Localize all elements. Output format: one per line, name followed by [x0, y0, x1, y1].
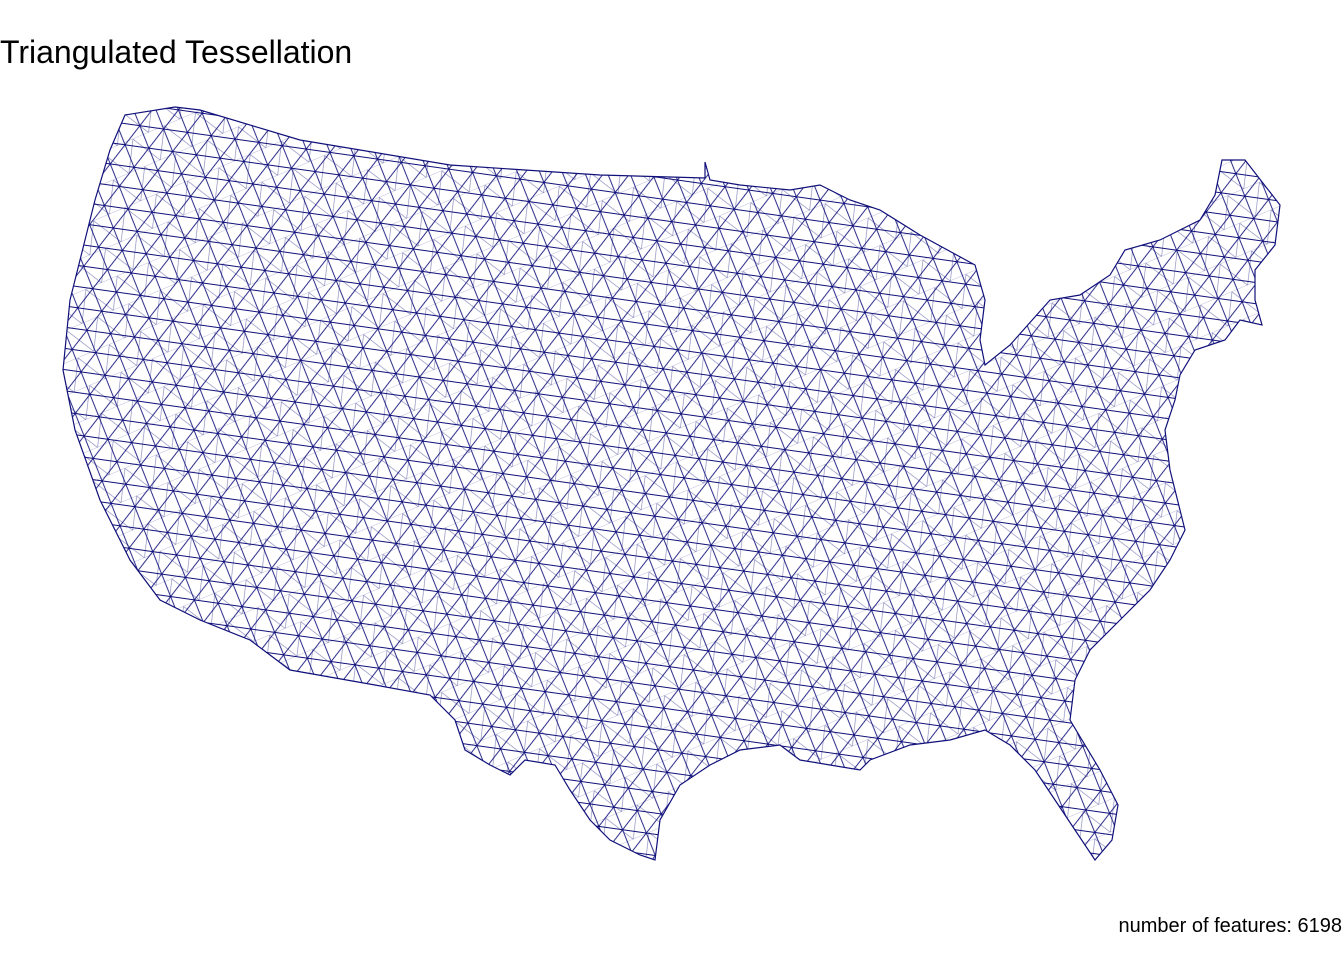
map-title: Triangulated Tessellation: [0, 34, 352, 70]
caption: number of features: 6198: [1119, 915, 1342, 937]
tessellation: [63, 107, 1280, 860]
